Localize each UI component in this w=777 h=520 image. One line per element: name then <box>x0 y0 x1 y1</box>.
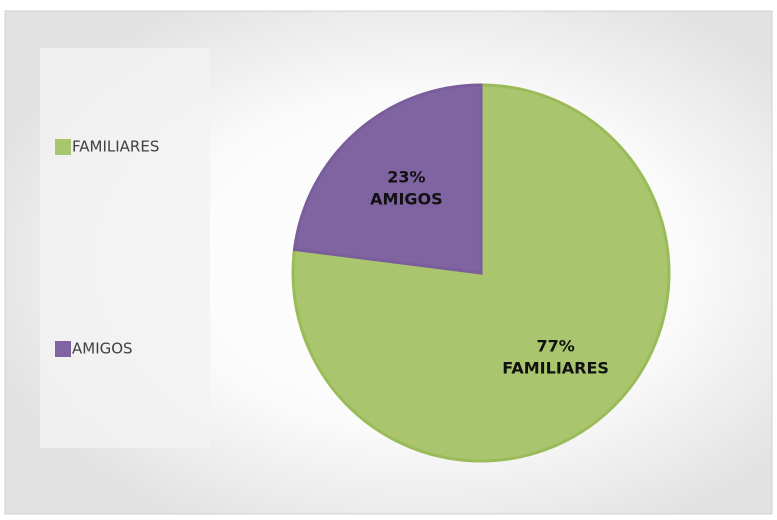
pie-slice <box>292 83 483 275</box>
legend-label: AMIGOS <box>72 340 133 358</box>
legend-label: FAMILIARES <box>72 138 159 156</box>
legend-box <box>40 48 210 448</box>
legend-swatch <box>55 139 71 155</box>
data-label: 23% AMIGOS <box>370 167 443 208</box>
data-label: 77% FAMILIARES <box>502 336 609 377</box>
data-label-category: AMIGOS <box>370 189 443 208</box>
legend-swatch <box>55 341 71 357</box>
data-label-value: 23% <box>387 167 425 186</box>
data-label-category: FAMILIARES <box>502 358 609 377</box>
data-label-value: 77% <box>536 336 574 355</box>
